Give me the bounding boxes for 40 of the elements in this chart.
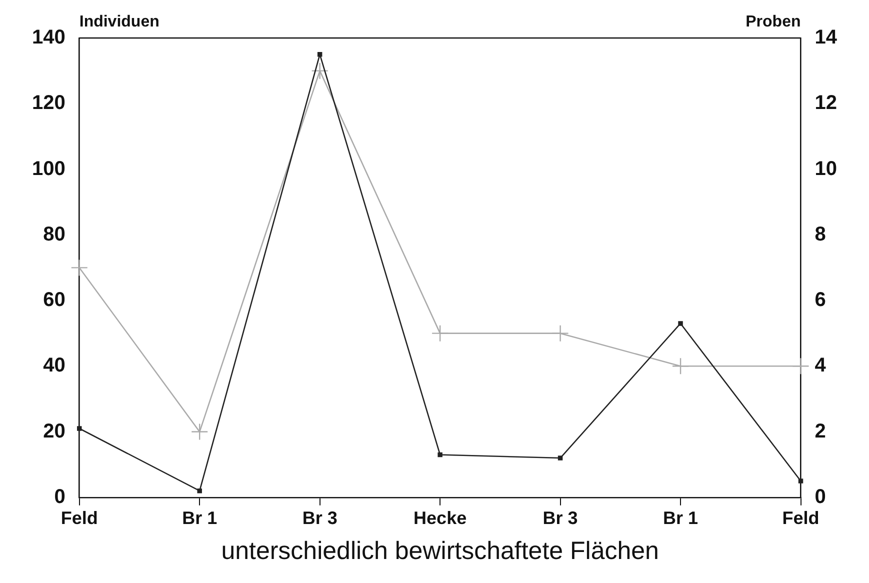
point [191,423,208,440]
x-tick-label: Feld [60,508,98,528]
y2-tick-label: 4 [814,354,827,377]
point [672,358,690,375]
x-axis-title: unterschiedlich bewirtschaftete Flächen [221,536,659,565]
x-tick-label: Br 3 [542,508,578,528]
y-tick-label: 40 [43,354,66,377]
point [678,321,683,326]
x-tick-label: Br 3 [302,508,338,528]
y2-tick-label: 14 [814,26,838,49]
x-tick-label: Br 1 [663,508,698,528]
x-tick-label: Hecke [414,508,467,528]
point [197,488,202,494]
y2-axis-title: Proben [746,13,801,30]
y2-tick-label: 6 [814,289,826,312]
point [431,324,449,342]
x-tick-label: Br 1 [182,508,218,528]
point [311,62,328,80]
y-tick-label: 140 [32,26,66,49]
y2-tick-label: 0 [814,486,826,508]
point [70,259,88,276]
y2-tick-label: 8 [814,223,826,246]
y-tick-label: 60 [43,289,66,312]
point [798,478,804,484]
y-tick-label: 120 [32,92,66,114]
y2-tick-label: 12 [814,92,838,114]
y-tick-label: 20 [43,420,66,442]
x-tick-label: Feld [782,508,820,528]
y-axis-title: Individuen [79,13,160,30]
point [792,358,810,375]
y-tick-label: 100 [32,158,66,180]
point [77,426,82,431]
point [558,456,563,460]
point [317,52,322,57]
y-tick-label: 80 [43,223,66,246]
point [438,452,442,458]
point [552,324,569,342]
y2-tick-label: 10 [814,158,838,180]
y-tick-label: 0 [54,486,66,508]
y2-tick-label: 2 [814,420,826,442]
